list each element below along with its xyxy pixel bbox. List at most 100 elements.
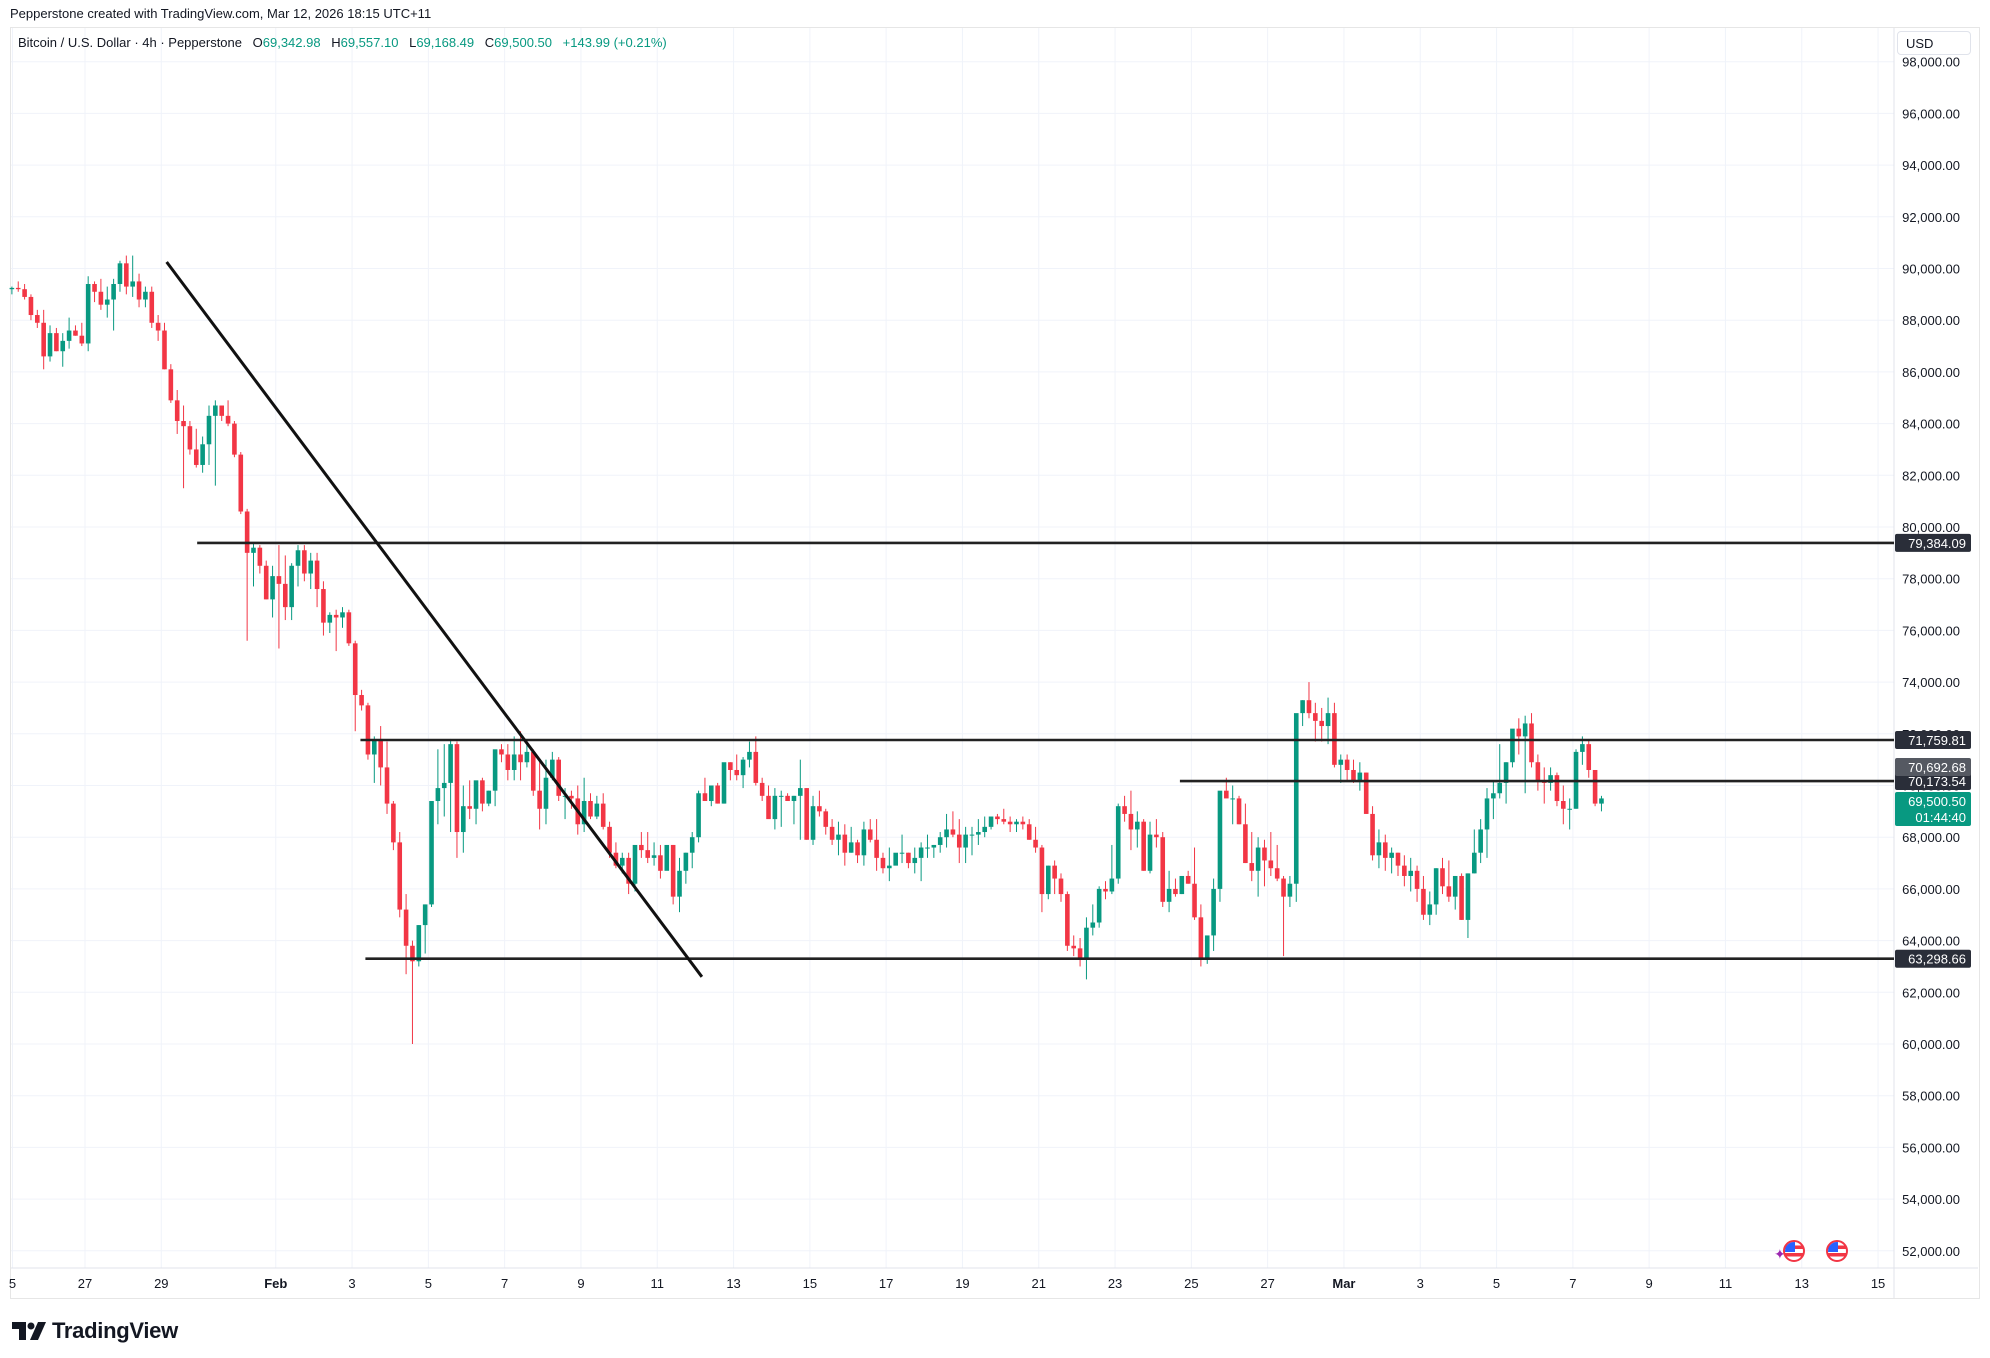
candle-body bbox=[982, 826, 988, 833]
candle-body bbox=[855, 842, 860, 856]
trendline[interactable] bbox=[165, 261, 704, 978]
candle-body bbox=[798, 788, 803, 796]
candle-body bbox=[613, 852, 619, 866]
candle-body bbox=[333, 614, 339, 618]
price-axis-label: 52,000.00 bbox=[1902, 1244, 1960, 1259]
candle-body bbox=[823, 811, 829, 827]
candle-body bbox=[887, 865, 892, 869]
candle-body bbox=[384, 767, 390, 804]
candle-body bbox=[944, 829, 949, 838]
time-axis-label: 19 bbox=[955, 1276, 969, 1291]
candle-body bbox=[1090, 922, 1096, 928]
time-axis-label: 23 bbox=[1108, 1276, 1122, 1291]
candle-body bbox=[238, 454, 244, 512]
candle-body bbox=[467, 806, 472, 809]
candle-body bbox=[1478, 829, 1483, 853]
candle-body bbox=[1065, 894, 1070, 946]
candle-body bbox=[626, 857, 631, 884]
candle-body bbox=[804, 788, 809, 840]
candle-body bbox=[372, 738, 377, 755]
candle-body bbox=[270, 576, 275, 600]
price-axis-label: 62,000.00 bbox=[1902, 985, 1960, 1000]
candle-body bbox=[359, 695, 364, 706]
candle-body bbox=[1497, 782, 1503, 794]
candle-body bbox=[308, 560, 314, 574]
time-axis-label: 29 bbox=[154, 1276, 168, 1291]
tradingview-logo-text: TradingView bbox=[52, 1318, 178, 1343]
us-flag-event-icon[interactable] bbox=[1826, 1240, 1848, 1262]
candle-body bbox=[702, 793, 708, 802]
candle-body bbox=[721, 762, 727, 804]
candle-body bbox=[925, 847, 930, 849]
candle-body bbox=[346, 612, 352, 644]
candle-body bbox=[1516, 728, 1522, 737]
candle-body bbox=[352, 643, 358, 696]
candle-body bbox=[1052, 865, 1057, 879]
price-axis-label: 78,000.00 bbox=[1902, 572, 1960, 587]
level-price-tag: 79,384.09 bbox=[1908, 536, 1966, 551]
candle-body bbox=[524, 751, 530, 763]
candle-body bbox=[486, 790, 492, 804]
candle-body bbox=[670, 844, 676, 897]
high-label: H bbox=[331, 35, 341, 50]
candle-body bbox=[435, 788, 441, 802]
candle-body bbox=[257, 547, 263, 566]
candle-body bbox=[282, 583, 288, 608]
price-axis-label: 96,000.00 bbox=[1902, 106, 1960, 121]
candle-body bbox=[1351, 769, 1356, 781]
candle-body bbox=[791, 795, 797, 802]
candle-body bbox=[1007, 821, 1013, 825]
candle-body bbox=[1287, 883, 1293, 897]
candle-body bbox=[276, 576, 282, 584]
candle-body bbox=[683, 852, 689, 871]
tradingview-logo-icon bbox=[12, 1322, 46, 1340]
candle-body bbox=[1459, 875, 1464, 920]
candle-body bbox=[1109, 878, 1115, 892]
symbol-title[interactable]: Bitcoin / U.S. Dollar · 4h · Pepperstone bbox=[18, 35, 242, 50]
candle-body bbox=[1561, 801, 1566, 809]
candle-body bbox=[1128, 813, 1134, 830]
tradingview-logo[interactable]: TradingView bbox=[12, 1318, 178, 1344]
time-axis-label: 5 bbox=[425, 1276, 432, 1291]
price-axis-label: 84,000.00 bbox=[1902, 417, 1960, 432]
candle-body bbox=[155, 322, 161, 331]
currency-button[interactable]: USD bbox=[1897, 31, 1971, 55]
candle-body bbox=[219, 405, 225, 416]
candle-body bbox=[1440, 868, 1445, 887]
candle-body bbox=[295, 550, 301, 566]
candle-body bbox=[321, 589, 326, 623]
candle-body bbox=[1033, 839, 1038, 848]
candle-body bbox=[35, 315, 40, 323]
candle-body bbox=[1389, 852, 1394, 858]
candle-body bbox=[1096, 888, 1102, 923]
candle-body bbox=[899, 852, 905, 854]
candle-body bbox=[441, 782, 447, 789]
level-price-tag: 63,298.66 bbox=[1908, 952, 1966, 967]
price-axis-label: 54,000.00 bbox=[1902, 1192, 1960, 1207]
candle-body bbox=[848, 842, 854, 853]
candle-body bbox=[906, 852, 911, 864]
time-axis-label: 13 bbox=[726, 1276, 740, 1291]
candle-body bbox=[734, 769, 740, 776]
us-flag-event-icon[interactable] bbox=[1783, 1240, 1805, 1262]
candle-body bbox=[753, 751, 759, 783]
candle-body bbox=[200, 444, 205, 465]
chart-pane[interactable] bbox=[10, 27, 1980, 1299]
last-price-tag-bg bbox=[1895, 792, 1971, 826]
candle-body bbox=[391, 803, 396, 843]
candle-body bbox=[416, 925, 422, 962]
candle-body bbox=[289, 565, 294, 608]
candle-body bbox=[15, 287, 21, 290]
chart-attribution: Pepperstone created with TradingView.com… bbox=[10, 6, 432, 21]
candle-body bbox=[41, 322, 46, 357]
candle-body bbox=[1433, 868, 1439, 905]
candle-body bbox=[340, 612, 345, 618]
time-axis-label: Feb bbox=[264, 1276, 287, 1291]
candle-body bbox=[664, 844, 670, 871]
time-axis-label: 3 bbox=[348, 1276, 355, 1291]
candle-body bbox=[632, 844, 638, 884]
candle-body bbox=[505, 754, 511, 770]
candle-body bbox=[995, 816, 1000, 820]
candle-body bbox=[1115, 806, 1121, 879]
